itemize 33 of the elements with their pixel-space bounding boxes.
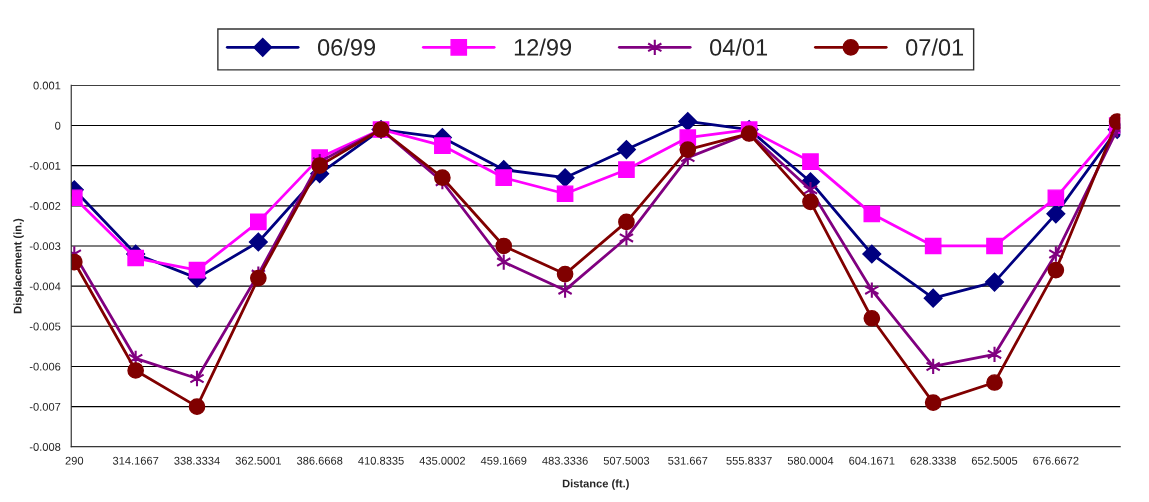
x-tick-label: 676.6672 [1033, 456, 1079, 465]
x-axis-title: Distance (ft.) [562, 479, 629, 490]
x-tick-label: 459.1669 [480, 456, 527, 465]
y-tick-label: 0.001 [33, 81, 61, 90]
y-tick-label: -0.008 [29, 443, 61, 451]
legend-label: 07/01 [906, 38, 964, 56]
x-tick-label: 628.3338 [910, 456, 956, 465]
y-tick-label: -0.006 [29, 362, 61, 371]
x-tick-label: 555.8337 [726, 456, 772, 465]
y-tick-label: -0.003 [29, 242, 61, 251]
x-tick-label: 410.8335 [358, 456, 404, 465]
x-tick-label: 435.0002 [419, 456, 465, 465]
x-tick-label: 314.1667 [112, 456, 159, 465]
x-tick-label: 338.3334 [174, 456, 220, 465]
y-tick-label: -0.002 [29, 202, 61, 210]
x-tick-label: 386.6668 [296, 456, 343, 465]
x-tick-label: 290 [65, 456, 84, 465]
x-tick-label: 507.5003 [603, 456, 650, 465]
x-tick-label: 580.0004 [787, 456, 834, 465]
legend-label: 04/01 [710, 38, 768, 56]
y-tick-label: 0 [55, 121, 61, 130]
y-tick-label: -0.007 [29, 402, 61, 411]
y-axis-title: Displacement (in.) [13, 218, 24, 314]
x-tick-label: 483.3336 [542, 456, 588, 465]
legend-label: 12/99 [514, 38, 572, 56]
x-tick-label: 652.5005 [971, 456, 1018, 465]
y-tick-label: -0.004 [29, 282, 61, 291]
x-tick-label: 531.667 [668, 456, 708, 465]
legend-label: 06/99 [317, 38, 376, 56]
x-tick-label: 362.5001 [235, 456, 281, 465]
y-tick-label: -0.005 [29, 322, 61, 331]
y-tick-label: -0.001 [29, 161, 61, 170]
x-tick-label: 604.1671 [849, 456, 895, 465]
